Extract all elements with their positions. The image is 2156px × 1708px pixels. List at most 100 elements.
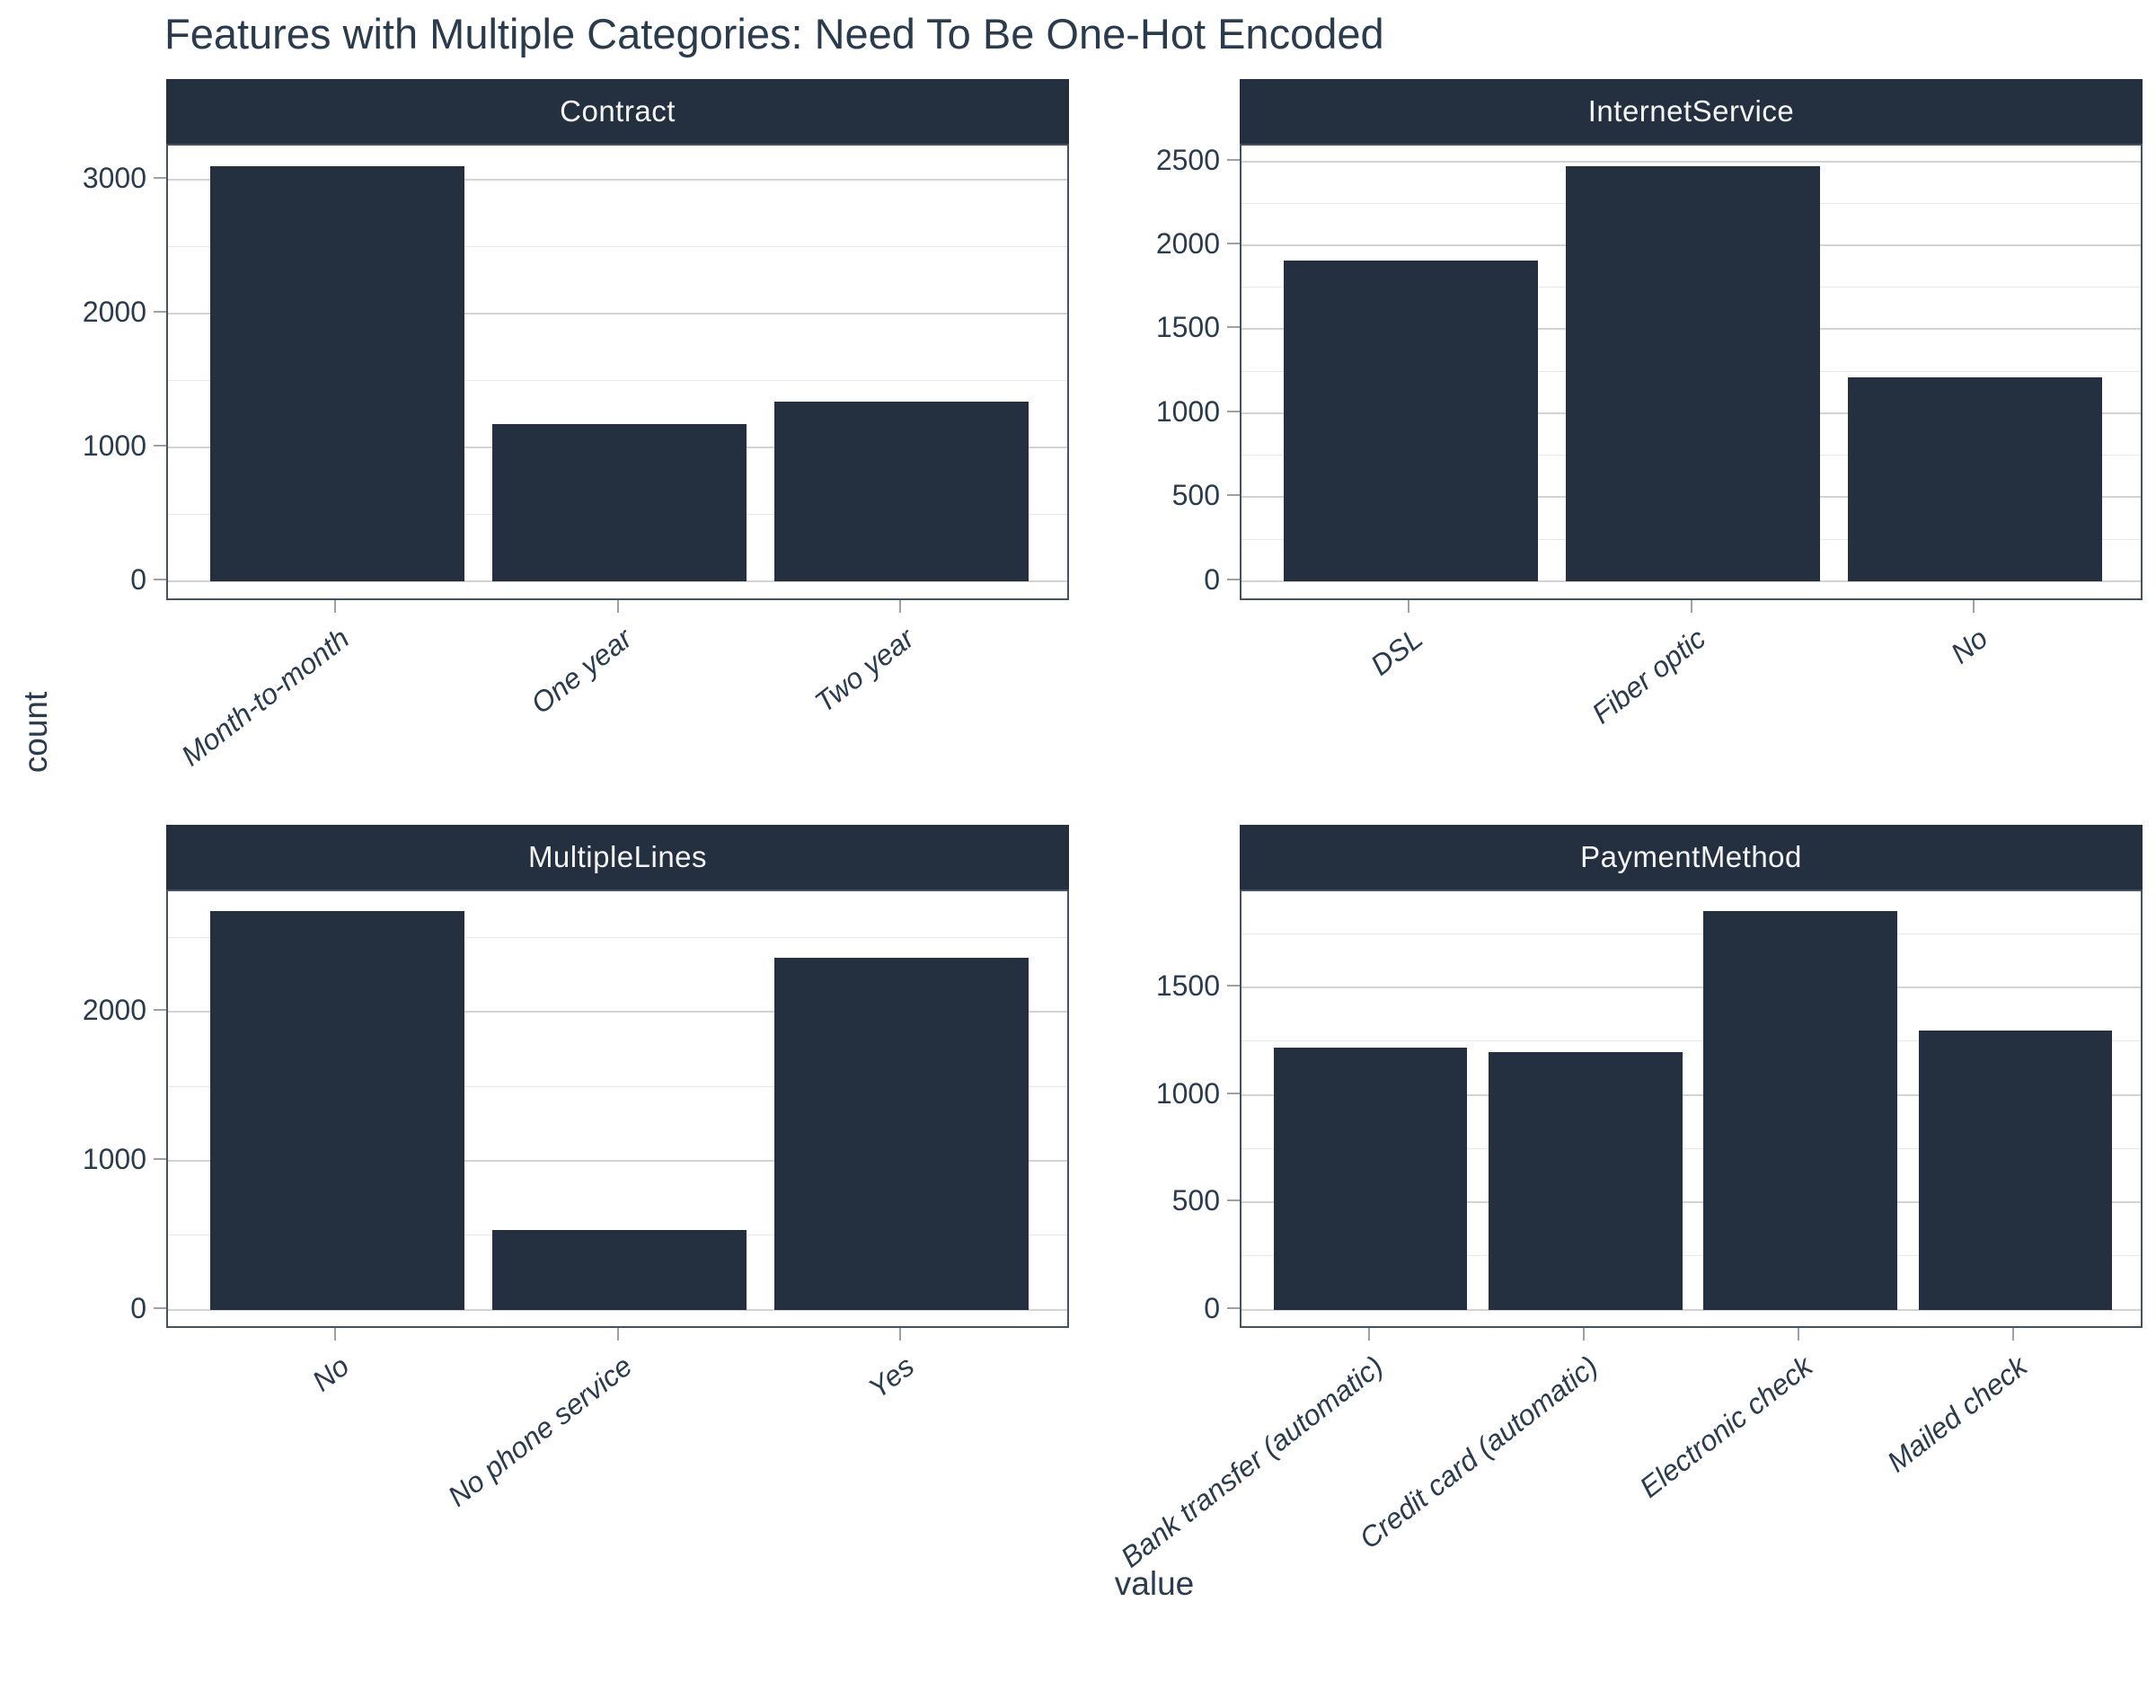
- plot-area: [1240, 889, 2143, 1328]
- y-tick-mark: [1227, 494, 1240, 497]
- y-tick-mark: [1227, 158, 1240, 161]
- facet-title: PaymentMethod: [1580, 840, 1802, 873]
- x-tick-mark: [898, 1328, 901, 1341]
- gridline-major: [1241, 160, 2141, 163]
- y-axis-title: count: [17, 691, 54, 774]
- y-tick-mark: [1227, 1306, 1240, 1309]
- y-tick-label: 1500: [1155, 311, 1220, 344]
- bar: [210, 166, 464, 581]
- plot-area: [166, 144, 1069, 600]
- gridline-minor: [168, 245, 1067, 247]
- y-tick-mark: [1227, 326, 1240, 329]
- y-tick-label: 1000: [82, 429, 146, 462]
- y-tick-mark: [154, 1009, 166, 1012]
- y-tick-label: 0: [1204, 562, 1220, 596]
- facet-title: MultipleLines: [527, 840, 708, 873]
- gridline-major: [168, 312, 1067, 314]
- y-tick-mark: [154, 176, 166, 179]
- y-tick-label: 2000: [82, 994, 146, 1027]
- y-tick-label: 1000: [1155, 394, 1220, 428]
- y-tick-label: 2000: [82, 295, 146, 328]
- x-tick-label: Yes: [862, 1350, 920, 1405]
- plot-area: [1240, 144, 2143, 600]
- y-tick-label: 0: [1204, 1291, 1220, 1324]
- gridline-major: [168, 580, 1067, 582]
- facet-title: InternetService: [1587, 94, 1795, 128]
- y-tick-mark: [1227, 243, 1240, 245]
- facet-strip: PaymentMethod: [1240, 825, 2143, 889]
- x-tick-label: Credit card (automatic): [1353, 1350, 1604, 1555]
- x-tick-mark: [616, 600, 619, 613]
- gridline-major: [1241, 1308, 2141, 1311]
- y-tick-label: 2000: [1155, 227, 1220, 261]
- x-tick-mark: [1408, 600, 1410, 613]
- y-tick-mark: [1227, 410, 1240, 412]
- bar: [1489, 1051, 1683, 1310]
- gridline-major: [168, 1011, 1067, 1013]
- bar: [492, 1230, 747, 1310]
- x-tick-label: Mailed check: [1881, 1350, 2034, 1479]
- x-tick-mark: [898, 600, 901, 613]
- bar: [1848, 376, 2102, 581]
- gridline-major: [1241, 1201, 2141, 1204]
- facet-strip: MultipleLines: [166, 825, 1069, 889]
- plot-area: [166, 889, 1069, 1328]
- facet-strip: Contract: [166, 79, 1069, 144]
- gridline-minor: [1241, 1147, 2141, 1149]
- facet-strip: InternetService: [1240, 79, 2143, 144]
- y-tick-mark: [154, 1157, 166, 1160]
- gridline-major: [1241, 580, 2141, 582]
- bar: [1703, 911, 1897, 1310]
- x-tick-label: No phone service: [441, 1350, 638, 1513]
- x-tick-mark: [2012, 1328, 2015, 1341]
- chart-title: Features with Multiple Categories: Need …: [164, 10, 1384, 58]
- gridline-minor: [168, 379, 1067, 381]
- y-tick-mark: [154, 444, 166, 447]
- gridline-major: [168, 1308, 1067, 1311]
- x-tick-label: No: [306, 1350, 356, 1398]
- y-tick-label: 3000: [82, 161, 146, 194]
- x-tick-mark: [334, 600, 337, 613]
- figure-canvas: Features with Multiple Categories: Need …: [17, 10, 2143, 1602]
- y-tick-mark: [154, 1306, 166, 1309]
- y-tick-label: 500: [1171, 479, 1220, 512]
- y-tick-label: 500: [1171, 1184, 1220, 1217]
- y-tick-label: 1000: [82, 1142, 146, 1175]
- bar: [1918, 1030, 2113, 1310]
- y-tick-mark: [154, 310, 166, 313]
- x-axis-title: value: [1114, 1565, 1195, 1602]
- x-tick-mark: [334, 1328, 337, 1341]
- gridline-minor: [1241, 1255, 2141, 1257]
- bar: [774, 958, 1029, 1310]
- gridline-minor: [1241, 1040, 2141, 1042]
- gridline-major: [168, 178, 1067, 181]
- bar: [1273, 1048, 1468, 1310]
- x-tick-label: Electronic check: [1633, 1350, 1819, 1504]
- y-tick-label: 1500: [1155, 969, 1220, 1003]
- gridline-minor: [168, 1085, 1067, 1087]
- x-tick-mark: [1798, 1328, 1800, 1341]
- gridline-major: [168, 1159, 1067, 1162]
- y-tick-label: 2500: [1155, 143, 1220, 176]
- gridline-major: [1241, 1093, 2141, 1096]
- bar: [1284, 260, 1538, 581]
- y-tick-mark: [1227, 1199, 1240, 1202]
- bar: [492, 423, 747, 581]
- gridline-minor: [168, 936, 1067, 938]
- x-tick-mark: [1367, 1328, 1370, 1341]
- bar: [210, 911, 464, 1310]
- y-tick-mark: [1227, 1092, 1240, 1094]
- facet-title: Contract: [560, 94, 676, 128]
- bar: [774, 402, 1029, 581]
- x-tick-mark: [1582, 1328, 1585, 1341]
- y-tick-mark: [1227, 578, 1240, 580]
- y-tick-label: 1000: [1155, 1076, 1220, 1110]
- x-tick-mark: [1972, 600, 1975, 613]
- x-tick-mark: [1690, 600, 1692, 613]
- bar: [1566, 166, 1820, 581]
- y-tick-label: 0: [130, 562, 146, 596]
- y-tick-mark: [1227, 985, 1240, 987]
- gridline-major: [1241, 987, 2141, 989]
- y-tick-mark: [154, 578, 166, 580]
- x-tick-label: Bank transfer (automatic): [1114, 1350, 1389, 1574]
